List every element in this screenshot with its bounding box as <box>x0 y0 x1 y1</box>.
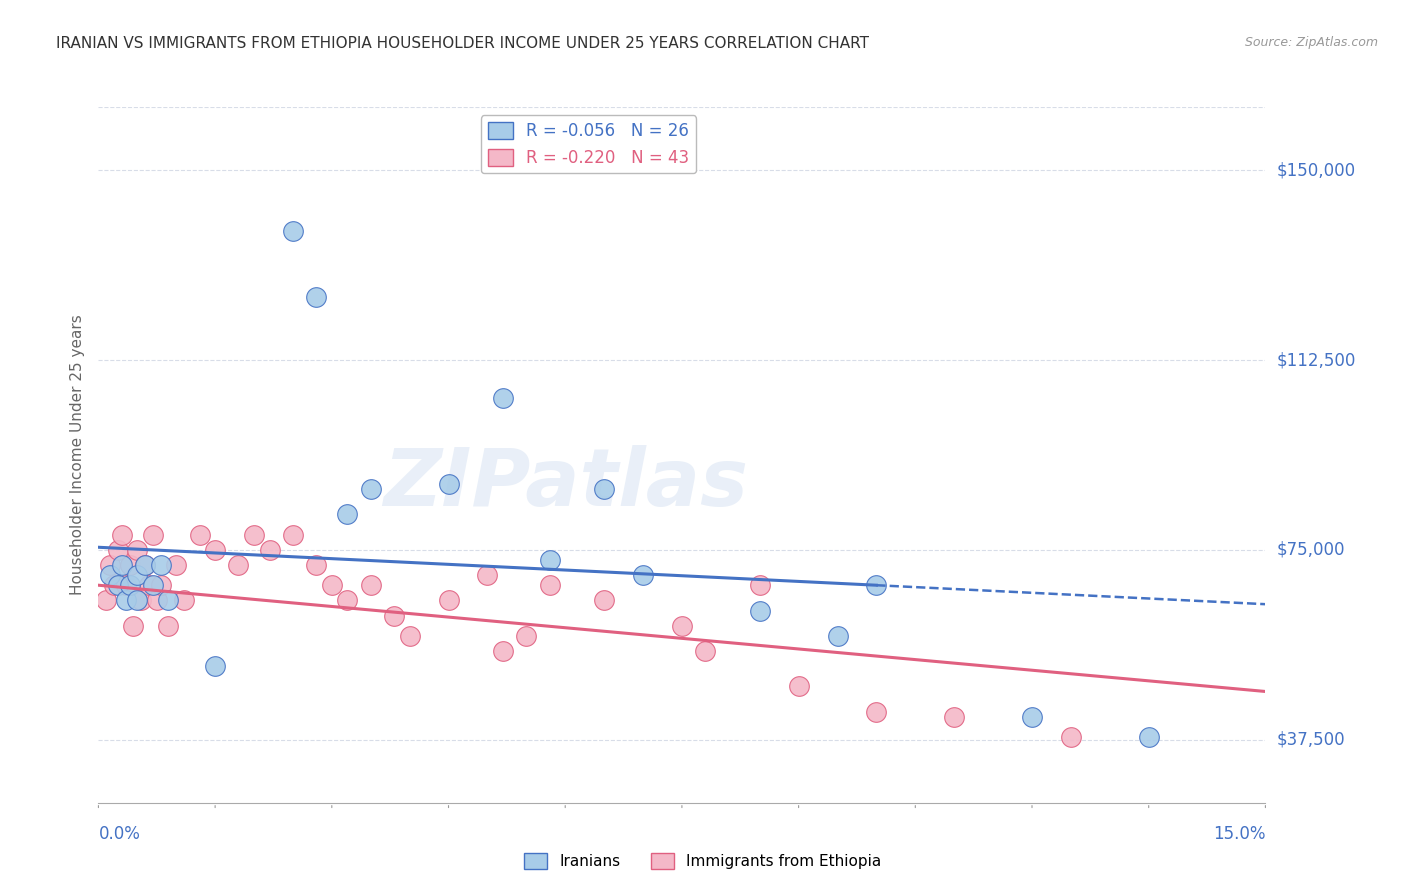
Y-axis label: Householder Income Under 25 years: Householder Income Under 25 years <box>70 315 86 595</box>
Point <box>321 578 343 592</box>
Point <box>515 629 537 643</box>
Point <box>360 482 382 496</box>
Point <box>157 618 180 632</box>
Point <box>398 629 420 643</box>
Point <box>259 542 281 557</box>
Point <box>146 593 169 607</box>
Point <box>382 608 405 623</box>
Text: IRANIAN VS IMMIGRANTS FROM ETHIOPIA HOUSEHOLDER INCOME UNDER 25 YEARS CORRELATIO: IRANIAN VS IMMIGRANTS FROM ETHIOPIA HOUS… <box>56 36 869 51</box>
Text: $75,000: $75,000 <box>1277 541 1346 558</box>
Point <box>437 477 460 491</box>
Point <box>631 568 654 582</box>
Point <box>134 558 156 572</box>
Point <box>157 593 180 607</box>
Point <box>149 578 172 592</box>
Point <box>204 659 226 673</box>
Point <box>165 558 187 572</box>
Point <box>134 558 156 572</box>
Point <box>129 593 152 607</box>
Text: $150,000: $150,000 <box>1277 161 1355 179</box>
Point <box>142 527 165 541</box>
Point <box>695 644 717 658</box>
Text: 0.0%: 0.0% <box>98 825 141 843</box>
Point <box>538 578 561 592</box>
Point <box>360 578 382 592</box>
Point <box>281 527 304 541</box>
Point <box>477 568 499 582</box>
Point <box>748 578 770 592</box>
Point <box>122 618 145 632</box>
Point <box>118 578 141 592</box>
Point <box>111 527 134 541</box>
Point <box>1021 710 1043 724</box>
Point <box>492 391 515 405</box>
Point <box>336 593 359 607</box>
Point <box>173 593 195 607</box>
Point <box>204 542 226 557</box>
Point <box>111 558 134 572</box>
Point <box>865 705 887 719</box>
Point <box>243 527 266 541</box>
Point <box>281 224 304 238</box>
Point <box>149 558 172 572</box>
Point <box>138 578 160 592</box>
Point <box>492 644 515 658</box>
Point <box>228 558 250 572</box>
Point <box>96 593 118 607</box>
Point <box>114 578 136 592</box>
Text: 15.0%: 15.0% <box>1213 825 1265 843</box>
Point <box>107 542 129 557</box>
Point <box>118 558 141 572</box>
Point <box>593 482 616 496</box>
Point <box>103 578 125 592</box>
Point <box>437 593 460 607</box>
Point <box>188 527 211 541</box>
Point <box>142 578 165 592</box>
Text: ZIPatlas: ZIPatlas <box>382 445 748 523</box>
Point <box>305 558 328 572</box>
Point <box>1060 730 1083 744</box>
Point <box>127 542 149 557</box>
Point <box>671 618 693 632</box>
Point <box>114 593 136 607</box>
Point <box>748 603 770 617</box>
Legend: R = -0.056   N = 26, R = -0.220   N = 43: R = -0.056 N = 26, R = -0.220 N = 43 <box>481 115 696 173</box>
Point <box>787 680 810 694</box>
Point <box>827 629 849 643</box>
Point <box>336 508 359 522</box>
Point <box>305 290 328 304</box>
Text: Source: ZipAtlas.com: Source: ZipAtlas.com <box>1244 36 1378 49</box>
Legend: Iranians, Immigrants from Ethiopia: Iranians, Immigrants from Ethiopia <box>519 847 887 875</box>
Point <box>127 568 149 582</box>
Point <box>943 710 966 724</box>
Point <box>98 568 121 582</box>
Point <box>538 553 561 567</box>
Point <box>865 578 887 592</box>
Text: $112,500: $112,500 <box>1277 351 1355 369</box>
Text: $37,500: $37,500 <box>1277 731 1346 748</box>
Point <box>98 558 121 572</box>
Point <box>107 578 129 592</box>
Point <box>593 593 616 607</box>
Point <box>1137 730 1160 744</box>
Point <box>127 593 149 607</box>
